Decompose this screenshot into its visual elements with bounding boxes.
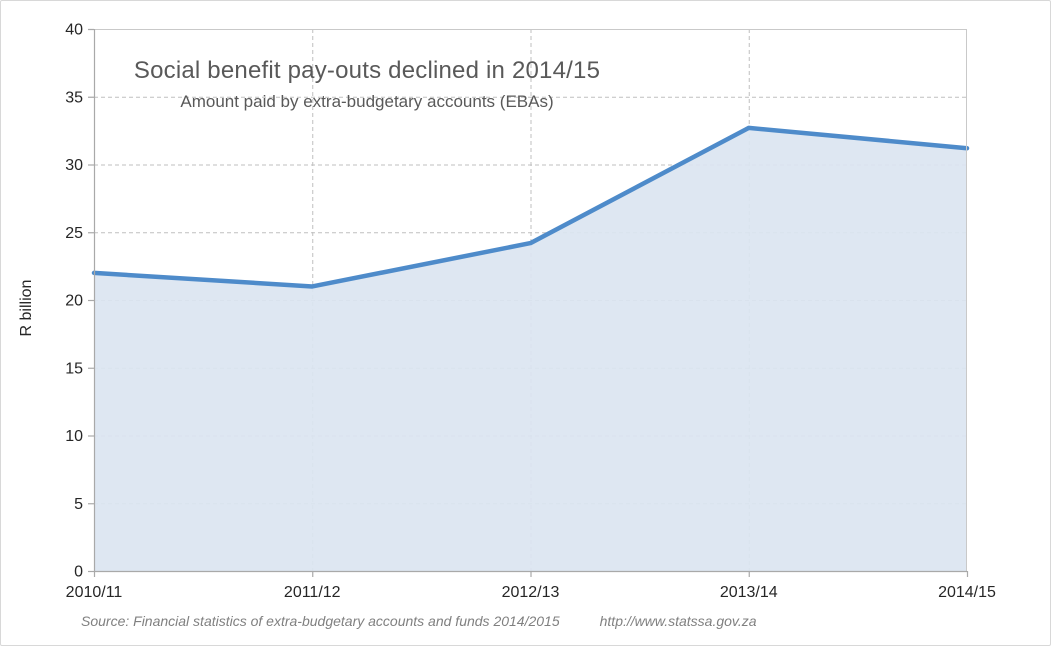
svg-text:10: 10 — [65, 428, 83, 445]
svg-text:2013/14: 2013/14 — [720, 584, 778, 601]
y-tick-labels: 0 5 10 15 20 25 30 35 40 — [65, 22, 83, 581]
source-url: http://www.statssa.gov.za — [599, 613, 757, 629]
area-series — [94, 127, 967, 571]
axis-ticks — [88, 28, 969, 577]
svg-text:20: 20 — [65, 293, 83, 310]
svg-text:40: 40 — [65, 22, 83, 39]
source-caption: Source: Financial statistics of extra-bu… — [81, 613, 757, 629]
svg-text:2011/12: 2011/12 — [284, 584, 341, 601]
chart-subtitle: Amount paid by extra-budgetary accounts … — [180, 92, 554, 111]
svg-text:2012/13: 2012/13 — [502, 584, 560, 601]
x-tick-labels: 2010/11 2011/12 2012/13 2013/14 2014/15 — [66, 584, 996, 601]
svg-text:5: 5 — [74, 496, 83, 513]
svg-text:15: 15 — [65, 360, 83, 377]
svg-text:2010/11: 2010/11 — [66, 584, 123, 601]
chart-title: Social benefit pay-outs declined in 2014… — [133, 57, 601, 84]
svg-text:0: 0 — [74, 564, 83, 581]
svg-text:35: 35 — [65, 89, 83, 106]
line-series — [91, 125, 970, 289]
svg-text:30: 30 — [65, 157, 83, 174]
svg-text:25: 25 — [65, 225, 83, 242]
source-text: Source: Financial statistics of extra-bu… — [81, 613, 560, 629]
y-axis-title: R billion — [18, 279, 35, 337]
svg-text:2014/15: 2014/15 — [938, 584, 996, 601]
